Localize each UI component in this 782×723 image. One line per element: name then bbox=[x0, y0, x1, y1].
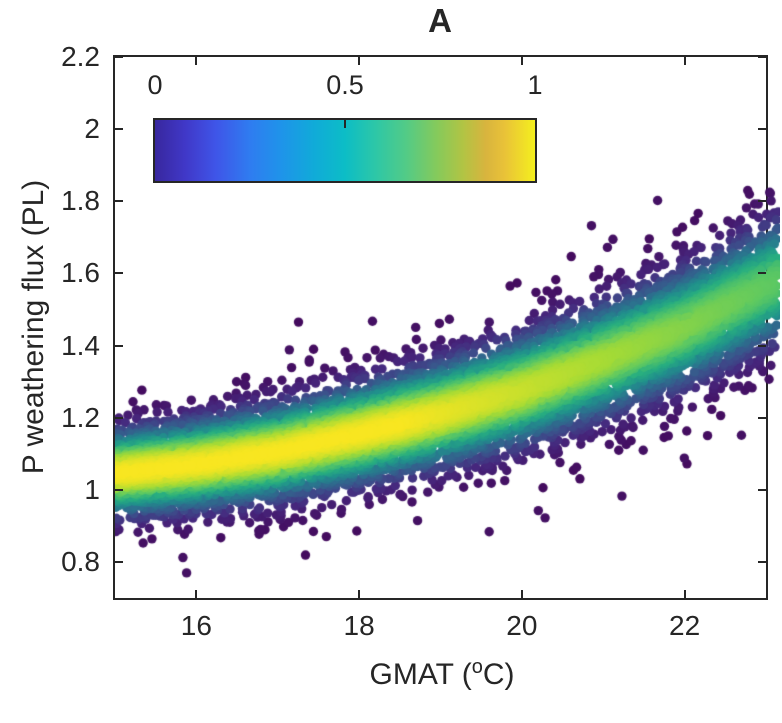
colorbar-tick bbox=[344, 120, 346, 128]
axis-tick bbox=[115, 416, 123, 419]
x-tick-label: 18 bbox=[343, 610, 375, 641]
axis-tick bbox=[758, 344, 766, 347]
axis-tick bbox=[358, 590, 361, 598]
axis-tick bbox=[115, 488, 123, 491]
axis-tick bbox=[758, 416, 766, 419]
axis-tick bbox=[758, 128, 766, 131]
x-tick-label: 16 bbox=[180, 610, 212, 641]
axis-tick bbox=[758, 272, 766, 275]
axis-tick bbox=[115, 560, 123, 563]
x-axis-label-degree-sup: o bbox=[471, 656, 483, 678]
y-tick-label: 1.4 bbox=[61, 329, 100, 361]
axis-tick bbox=[115, 128, 123, 131]
axis-tick bbox=[195, 590, 198, 598]
axis-tick bbox=[683, 57, 686, 65]
density-colorbar bbox=[153, 118, 537, 183]
axis-tick bbox=[758, 56, 766, 58]
y-tick-label: 1.6 bbox=[61, 257, 100, 289]
axis-tick bbox=[115, 344, 123, 347]
axis-tick bbox=[115, 200, 123, 203]
colorbar-gradient bbox=[155, 120, 535, 181]
y-tick-label: 1 bbox=[84, 473, 100, 505]
axis-tick bbox=[758, 200, 766, 203]
y-tick-label: 2.2 bbox=[61, 41, 100, 72]
axis-tick bbox=[195, 57, 198, 65]
axis-tick bbox=[520, 57, 523, 65]
y-tick-label: 1.2 bbox=[61, 401, 100, 433]
chart-title: A bbox=[428, 2, 452, 39]
x-tick-label: 22 bbox=[669, 610, 701, 641]
x-tick-label: 20 bbox=[506, 610, 538, 641]
axis-tick bbox=[683, 590, 686, 598]
axis-tick bbox=[115, 56, 123, 58]
y-tick-label: 0.8 bbox=[61, 545, 100, 577]
y-tick-label: 1.8 bbox=[61, 185, 100, 217]
axis-tick bbox=[758, 560, 766, 563]
x-axis-label: GMAT (oC) bbox=[369, 656, 515, 692]
x-axis-label-unit: C) bbox=[482, 658, 515, 691]
colorbar-tick-label: 1 bbox=[527, 70, 543, 100]
axis-tick bbox=[358, 57, 361, 65]
y-tick-label: 2 bbox=[84, 113, 100, 145]
colorbar-tick-label: 0 bbox=[147, 70, 163, 100]
axis-tick bbox=[758, 488, 766, 491]
colorbar-tick-label: 0.5 bbox=[326, 70, 364, 100]
x-axis-label-text: GMAT ( bbox=[369, 658, 472, 691]
plot-area: 0 0.5 1 bbox=[113, 55, 780, 600]
axis-tick bbox=[115, 272, 123, 275]
axis-tick bbox=[520, 590, 523, 598]
